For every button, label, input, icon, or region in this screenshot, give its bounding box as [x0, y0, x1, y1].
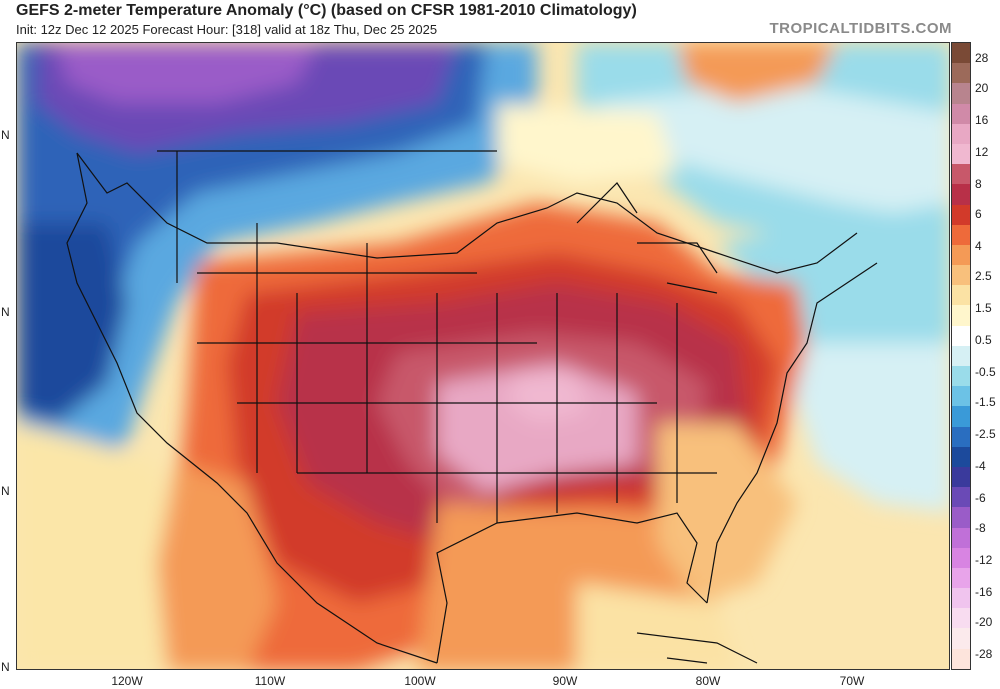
legend-color-cell — [952, 184, 970, 205]
legend-color-cell — [952, 325, 970, 346]
lon-label: 120W — [111, 674, 143, 688]
legend-label: -12 — [975, 553, 993, 567]
legend-color-cell — [952, 63, 970, 84]
legend-color-cell — [952, 123, 970, 144]
legend-label: 0.5 — [975, 333, 992, 347]
legend-label: 6 — [975, 207, 982, 221]
legend-label: 8 — [975, 177, 982, 191]
color-legend — [951, 42, 971, 670]
legend-color-cell — [952, 345, 970, 366]
legend-color-cell — [952, 386, 970, 407]
legend-color-cell — [952, 487, 970, 508]
legend-label: 20 — [975, 81, 989, 95]
legend-label: -4 — [975, 459, 986, 473]
legend-label: -2.5 — [975, 427, 996, 441]
legend-label: 28 — [975, 51, 989, 65]
map-title: GEFS 2-meter Temperature Anomaly (°C) (b… — [16, 2, 637, 19]
legend-color-cell — [952, 204, 970, 225]
legend-color-cell — [952, 547, 970, 568]
legend-color-cell — [952, 507, 970, 528]
lon-label: 80W — [695, 674, 721, 688]
legend-color-cell — [952, 103, 970, 124]
legend-color-cell — [952, 527, 970, 548]
legend-label: -20 — [975, 615, 993, 629]
legend-label: 1.5 — [975, 301, 992, 315]
legend-label: -16 — [975, 585, 993, 599]
lon-label: 100W — [404, 674, 436, 688]
legend-color-cell — [952, 83, 970, 104]
legend-color-cell — [952, 305, 970, 326]
legend-color-cell — [952, 648, 970, 669]
lat-label: N — [1, 660, 10, 674]
legend-label: -6 — [975, 491, 986, 505]
legend-label: 4 — [975, 239, 982, 253]
legend-color-cell — [952, 164, 970, 185]
temperature-anomaly-map[interactable] — [16, 42, 950, 670]
legend-color-cell — [952, 406, 970, 427]
legend-color-cell — [952, 628, 970, 649]
legend-color-cell — [952, 285, 970, 306]
coastline-borders — [66, 150, 878, 664]
legend-color-cell — [952, 608, 970, 629]
legend-color-cell — [952, 466, 970, 488]
lon-label: 70W — [839, 674, 865, 688]
lat-label: N — [1, 128, 10, 142]
legend-label: 16 — [975, 113, 989, 127]
legend-label: -8 — [975, 521, 986, 535]
legend-color-cell — [952, 143, 970, 165]
legend-label: -1.5 — [975, 395, 996, 409]
lat-label: N — [1, 305, 10, 319]
map-canvas — [17, 43, 949, 669]
legend-color-cell — [952, 446, 970, 467]
lon-label: 110W — [254, 674, 286, 688]
legend-label: -28 — [975, 647, 993, 661]
legend-color-cell — [952, 366, 970, 387]
legend-color-cell — [952, 588, 970, 609]
legend-label: 12 — [975, 145, 989, 159]
legend-color-cell — [952, 43, 970, 64]
brand-watermark[interactable]: TROPICALTIDBITS.COM — [769, 20, 952, 37]
map-subtitle: Init: 12z Dec 12 2025 Forecast Hour: [31… — [16, 22, 438, 37]
lon-label: 90W — [552, 674, 578, 688]
legend-color-cell — [952, 244, 970, 266]
lat-label: N — [1, 484, 10, 498]
legend-color-cell — [952, 224, 970, 245]
legend-color-cell — [952, 265, 970, 286]
legend-color-cell — [952, 567, 970, 589]
legend-label: 2.5 — [975, 269, 992, 283]
legend-label: -0.5 — [975, 365, 996, 379]
legend-color-cell — [952, 426, 970, 447]
